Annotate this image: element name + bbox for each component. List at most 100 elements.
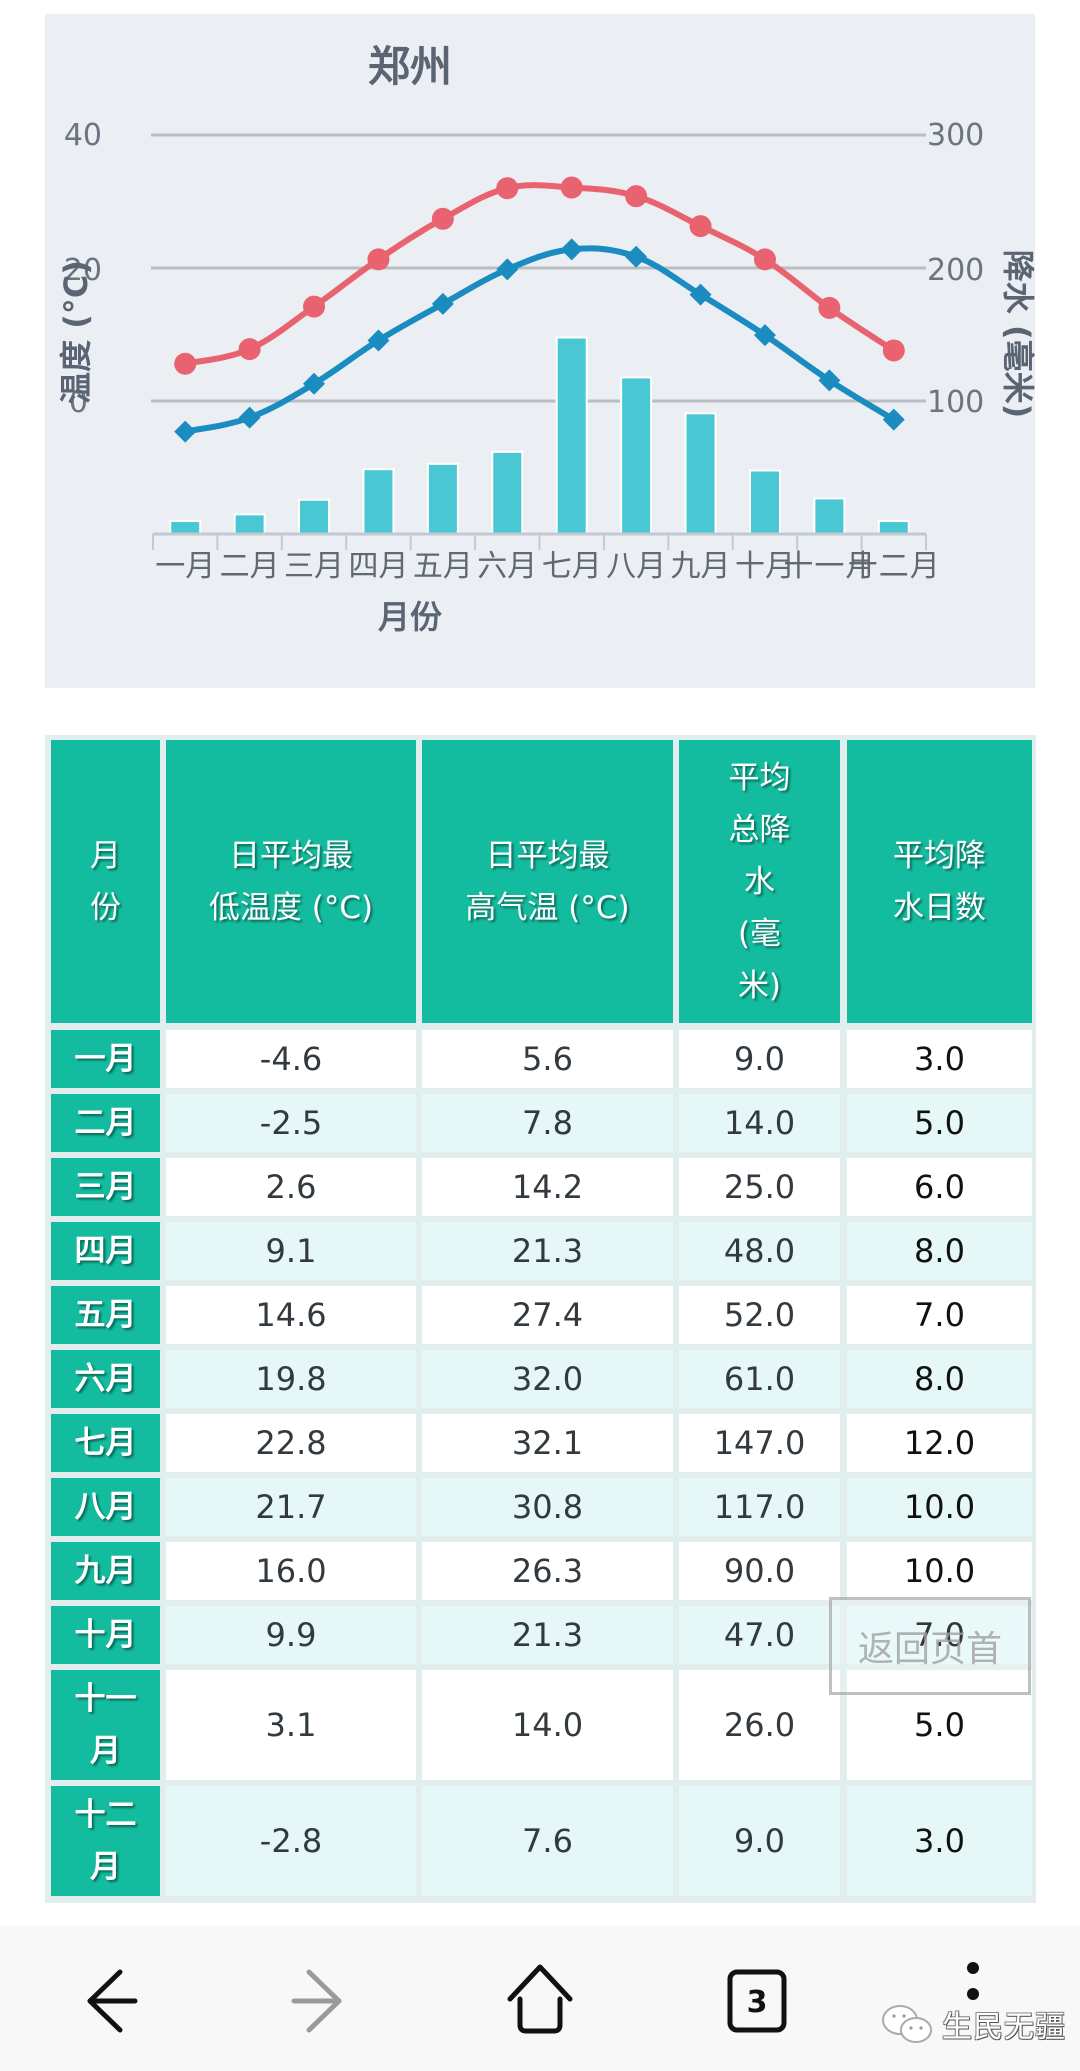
left-tick-40: 40 bbox=[64, 118, 102, 153]
month-text: 六月 bbox=[74, 1361, 137, 1397]
data-point-marker bbox=[238, 338, 261, 361]
cell-low: 16.0 bbox=[166, 1542, 416, 1600]
month-text: 九月 bbox=[74, 1553, 137, 1589]
precip-bar bbox=[622, 378, 651, 534]
data-point-marker bbox=[560, 176, 583, 199]
header-month: 月份 bbox=[51, 740, 160, 1023]
precip-bar bbox=[815, 499, 844, 534]
cell-low: 22.8 bbox=[166, 1414, 416, 1472]
cell-precip: 90.0 bbox=[679, 1542, 840, 1600]
home-button[interactable] bbox=[495, 1956, 585, 2046]
cell-precip: 117.0 bbox=[679, 1478, 840, 1536]
precip-bar bbox=[686, 414, 715, 534]
cell-high: 7.6 bbox=[422, 1786, 673, 1896]
forward-button[interactable] bbox=[277, 1956, 367, 2046]
cell-low: 14.6 bbox=[166, 1286, 416, 1344]
cell-low: -2.5 bbox=[166, 1094, 416, 1152]
data-point-marker bbox=[496, 177, 519, 200]
precip-bar bbox=[364, 470, 393, 534]
x-tick-label: 二月 bbox=[220, 549, 280, 584]
x-tick-label: 六月 bbox=[477, 549, 537, 584]
cell-precip: 48.0 bbox=[679, 1222, 840, 1280]
row-month-label: 一月 bbox=[51, 1030, 160, 1088]
menu-button[interactable] bbox=[928, 1948, 1018, 2038]
data-point-marker bbox=[303, 295, 326, 318]
cell-precip: 14.0 bbox=[679, 1094, 840, 1152]
data-point-marker bbox=[882, 339, 905, 362]
header-line: 水 bbox=[744, 863, 775, 900]
x-tick-label: 九月 bbox=[671, 549, 731, 584]
data-point-marker bbox=[882, 408, 905, 431]
data-point-marker bbox=[818, 369, 841, 392]
forward-arrow-icon bbox=[291, 1969, 342, 2033]
cell-days: 12.0 bbox=[847, 1414, 1032, 1472]
cell-high: 27.4 bbox=[422, 1286, 673, 1344]
cell-low: -2.8 bbox=[166, 1786, 416, 1896]
data-point-marker bbox=[625, 185, 648, 208]
data-point-marker bbox=[303, 372, 326, 395]
header-precip-days: 平均降 水日数 bbox=[847, 740, 1032, 1023]
cell-days: 3.0 bbox=[847, 1786, 1032, 1896]
row-month-label: 七月 bbox=[51, 1414, 160, 1472]
x-tick-label: 一月 bbox=[155, 549, 215, 584]
cell-days: 7.0 bbox=[847, 1606, 1032, 1664]
cell-days: 10.0 bbox=[847, 1542, 1032, 1600]
month-text: 二月 bbox=[74, 1105, 137, 1141]
cell-days: 8.0 bbox=[847, 1222, 1032, 1280]
precip-bar bbox=[428, 464, 457, 534]
chart-canvas: 郑州 40 20 0 300 200 100 温度 (°C) 降水 (毫米) 一… bbox=[57, 42, 1035, 636]
row-month-label: 二月 bbox=[51, 1094, 160, 1152]
month-text: 四月 bbox=[74, 1233, 137, 1269]
month-text: 十月 bbox=[74, 1617, 137, 1653]
watermark: 生民无疆 bbox=[880, 2002, 1066, 2046]
month-text: 月 bbox=[90, 1733, 121, 1769]
header-line: 平均 bbox=[728, 759, 791, 796]
high-temp-line bbox=[174, 176, 905, 375]
data-point-marker bbox=[431, 292, 454, 315]
header-line: 总降 bbox=[728, 811, 791, 848]
wechat-icon bbox=[882, 2005, 932, 2043]
back-to-top-button[interactable]: 返回页首 bbox=[829, 1597, 1031, 1695]
data-point-marker bbox=[174, 420, 197, 443]
header-line: 日平均最 bbox=[485, 837, 610, 874]
header-line: (毫 bbox=[737, 915, 782, 952]
tabs-icon: 3 bbox=[727, 1969, 787, 2033]
precip-bar bbox=[300, 500, 329, 534]
cell-precip: 25.0 bbox=[679, 1158, 840, 1216]
tabs-button[interactable]: 3 bbox=[712, 1956, 802, 2046]
data-point-marker bbox=[689, 215, 712, 238]
cell-days: 3.0 bbox=[847, 1030, 1032, 1088]
cell-high: 30.8 bbox=[422, 1478, 673, 1536]
row-month-label: 五月 bbox=[51, 1286, 160, 1344]
cell-high: 21.3 bbox=[422, 1606, 673, 1664]
month-text: 十二 bbox=[74, 1797, 137, 1833]
precip-bar bbox=[493, 452, 522, 534]
data-point-marker bbox=[625, 245, 648, 268]
cell-low: 3.1 bbox=[166, 1670, 416, 1780]
back-arrow-icon bbox=[87, 1969, 138, 2033]
header-low-temp: 日平均最 低温度 (°C) bbox=[166, 740, 416, 1023]
data-point-marker bbox=[496, 258, 519, 281]
left-tick-20: 20 bbox=[64, 253, 102, 288]
browser-nav-bar: 3 bbox=[0, 1926, 1080, 2071]
month-text: 十一 bbox=[74, 1681, 137, 1717]
month-text: 月 bbox=[90, 1849, 121, 1885]
row-month-label: 十一月 bbox=[51, 1670, 160, 1780]
cell-precip: 52.0 bbox=[679, 1286, 840, 1344]
header-line: 水日数 bbox=[893, 889, 986, 926]
precip-bar bbox=[750, 471, 779, 534]
data-point-marker bbox=[174, 352, 197, 375]
data-point-marker bbox=[560, 238, 583, 261]
back-button[interactable] bbox=[62, 1956, 152, 2046]
data-point-marker bbox=[431, 207, 454, 230]
cell-days: 10.0 bbox=[847, 1478, 1032, 1536]
home-icon bbox=[507, 1964, 573, 2034]
cell-precip: 9.0 bbox=[679, 1786, 840, 1896]
month-text: 七月 bbox=[74, 1425, 137, 1461]
month-text: 五月 bbox=[74, 1297, 137, 1333]
row-month-label: 十月 bbox=[51, 1606, 160, 1664]
data-point-marker bbox=[753, 324, 776, 347]
header-line: 月 bbox=[90, 837, 121, 874]
cell-high: 5.6 bbox=[422, 1030, 673, 1088]
